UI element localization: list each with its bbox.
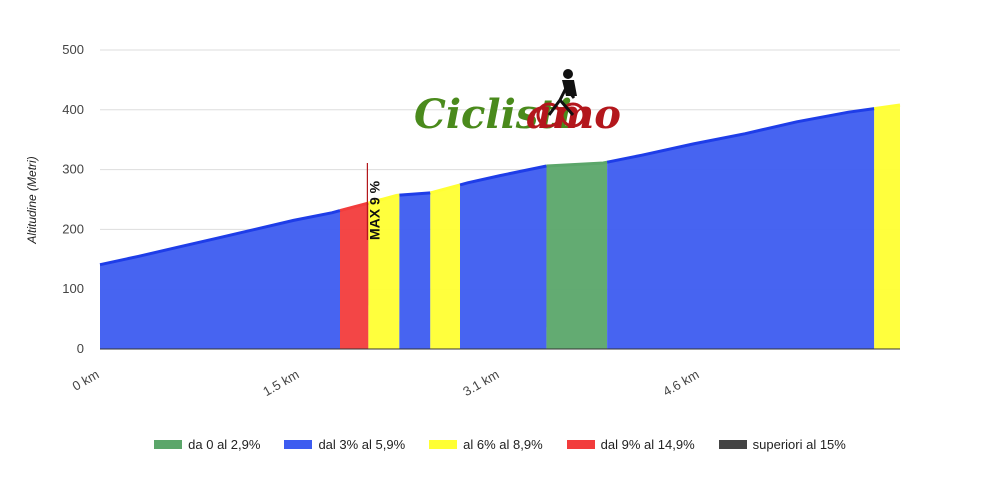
profile-segment xyxy=(368,195,400,349)
legend-item: superiori al 15% xyxy=(718,437,846,452)
profile-outline-segment xyxy=(606,107,875,164)
profile-outline-segment xyxy=(368,193,400,205)
ciclistiamo-logo: Ciclisti amo xyxy=(414,69,621,138)
y-tick-label: 400 xyxy=(62,102,84,117)
y-tick-label: 0 xyxy=(77,341,84,356)
legend-swatch xyxy=(284,440,313,449)
legend-swatch xyxy=(718,440,747,449)
max-grade-annotation: MAX 9 % xyxy=(366,163,382,240)
profile-segment xyxy=(607,108,875,349)
profile-segments xyxy=(100,105,900,349)
x-tick-label: 4.6 km xyxy=(660,367,701,399)
profile-segment xyxy=(874,105,900,349)
y-tick-label: 200 xyxy=(62,221,84,236)
profile-outline-segment xyxy=(546,160,608,168)
logo-text-main: Ciclisti xyxy=(414,91,572,138)
cyclist-icon xyxy=(536,69,586,128)
x-tick-label: 1.5 km xyxy=(260,367,301,399)
legend-item: da 0 al 2,9% xyxy=(154,437,260,452)
profile-segment xyxy=(460,166,547,349)
legend-swatch xyxy=(566,440,595,449)
y-tick-label: 300 xyxy=(62,162,84,177)
y-tick-label: 500 xyxy=(62,42,84,57)
profile-outline-segment xyxy=(339,201,369,213)
profile-segment xyxy=(399,192,431,349)
legend-swatch xyxy=(429,440,458,449)
x-tick-label: 3.1 km xyxy=(460,367,501,399)
chart-legend: da 0 al 2,9% dal 3% al 5,9% al 6% al 8,9% d… xyxy=(0,437,1000,452)
legend-item: al 6% al 8,9% xyxy=(429,437,543,452)
legend-swatch xyxy=(154,440,183,449)
profile-outline-segment xyxy=(399,191,431,197)
profile-outline-segment xyxy=(429,183,461,195)
profile-segment xyxy=(430,184,460,349)
legend-item: dal 3% al 5,9% xyxy=(284,437,405,452)
profile-segment xyxy=(546,162,608,349)
profile-segment xyxy=(100,210,340,349)
legend-item: dal 9% al 14,9% xyxy=(566,437,695,452)
profile-outline xyxy=(99,103,901,267)
legend-label: da 0 al 2,9% xyxy=(188,437,261,452)
x-axis-ticks: 0 km 1.5 km 3.1 km 4.6 km xyxy=(70,367,702,399)
legend-label: dal 9% al 14,9% xyxy=(600,437,695,452)
y-axis-label: Altitudine (Metri) xyxy=(25,156,39,244)
y-tick-label: 100 xyxy=(62,281,84,296)
annotation-label: MAX 9 % xyxy=(366,180,382,240)
legend-label: al 6% al 8,9% xyxy=(463,437,543,452)
profile-outline-segment xyxy=(873,103,901,111)
y-axis-ticks: 0 100 200 300 400 500 xyxy=(62,42,84,356)
profile-segment xyxy=(340,203,369,349)
legend-label: superiori al 15% xyxy=(752,437,846,452)
x-tick-label: 0 km xyxy=(70,367,102,394)
profile-outline-segment xyxy=(459,164,547,187)
legend-label: dal 3% al 5,9% xyxy=(318,437,406,452)
profile-outline-segment xyxy=(99,209,341,267)
